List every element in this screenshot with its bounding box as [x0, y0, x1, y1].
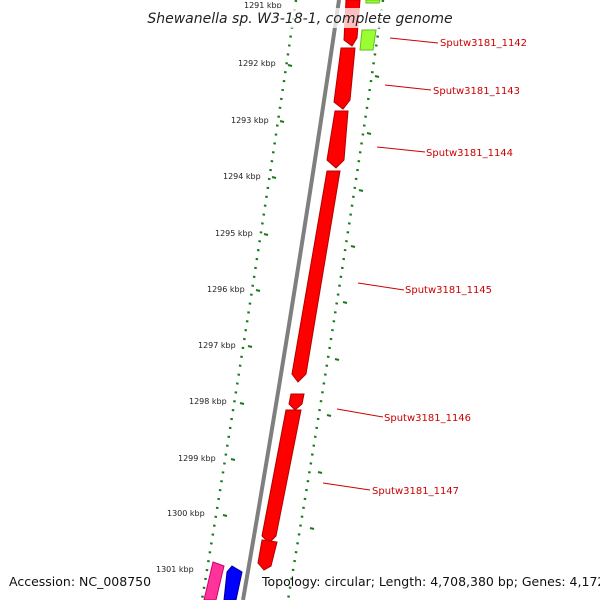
tick-mark: [350, 245, 356, 248]
gene-arrow-1146[interactable]: [288, 393, 305, 411]
tick-mark: [326, 414, 332, 417]
tick-mark: [271, 176, 277, 179]
gene-label[interactable]: Sputw3181_1144: [426, 148, 513, 159]
tick-mark: [230, 458, 236, 461]
tick-label: 1299 kbp: [178, 454, 216, 463]
leader-line: [384, 84, 432, 91]
tick-label: 1293 kbp: [231, 116, 269, 125]
gene-label[interactable]: Sputw3181_1142: [440, 38, 527, 49]
tick-mark: [334, 358, 340, 361]
tick-label: 1298 kbp: [189, 397, 227, 406]
tick-mark: [374, 75, 380, 78]
tick-mark: [279, 120, 285, 123]
tick-mark: [358, 189, 364, 192]
tick-mark: [309, 527, 315, 530]
tick-mark: [222, 514, 228, 517]
gene-label[interactable]: Sputw3181_1145: [405, 285, 492, 296]
gene-arrow-1147[interactable]: [261, 409, 302, 544]
tick-label: 1295 kbp: [215, 229, 253, 238]
gene-arrow-1145[interactable]: [291, 170, 341, 383]
leader-line: [322, 482, 371, 491]
tick-mark: [255, 289, 261, 292]
genome-summary-text: Topology: circular; Length: 4,708,380 bp…: [261, 574, 600, 589]
tick-mark: [263, 233, 269, 236]
tick-mark: [317, 471, 323, 474]
gene-label[interactable]: Sputw3181_1146: [384, 413, 471, 424]
green-feature-top[interactable]: [365, 0, 381, 4]
tick-label: 1297 kbp: [198, 341, 236, 350]
green-feature[interactable]: [359, 29, 377, 51]
gene-label[interactable]: Sputw3181_1147: [372, 486, 459, 497]
gene-arrow-1144[interactable]: [326, 110, 349, 169]
genome-backbone: [241, 0, 341, 600]
leader-line: [376, 146, 426, 153]
gene-features: [257, 0, 361, 571]
gene-labels: Sputw3181_1142 Sputw3181_1143 Sputw3181_…: [372, 38, 527, 497]
gene-label[interactable]: Sputw3181_1143: [433, 86, 520, 97]
tick-label: 1300 kbp: [167, 509, 205, 518]
tick-label: 1294 kbp: [223, 172, 261, 181]
gene-arrow-1143[interactable]: [333, 47, 356, 110]
leader-line: [357, 282, 405, 291]
tick-label: 1291 kbp: [244, 1, 282, 10]
tick-labels: 1291 kbp 1292 kbp 1293 kbp 1294 kbp 1295…: [156, 1, 282, 574]
tick-mark: [366, 132, 372, 135]
map-title: Shewanella sp. W3-18-1, complete genome: [147, 11, 452, 27]
tick-label: 1292 kbp: [238, 59, 276, 68]
outer-tick-marks: [309, 75, 380, 530]
scale-ring-outer: [286, 0, 385, 600]
gene-label-leaders: [322, 37, 439, 491]
tick-mark: [247, 345, 253, 348]
gene-arrow-fragment[interactable]: [257, 539, 278, 571]
scale-ring-inner: [200, 0, 298, 600]
accession-text: Accession: NC_008750: [9, 574, 151, 589]
leader-line: [389, 37, 439, 44]
tick-label: 1301 kbp: [156, 565, 194, 574]
tick-mark: [239, 402, 245, 405]
tick-mark: [287, 64, 293, 67]
magenta-feature[interactable]: [203, 561, 225, 600]
title-backdrop: [144, 8, 456, 28]
tick-mark: [342, 301, 348, 304]
blue-feature[interactable]: [223, 565, 243, 600]
tick-label: 1296 kbp: [207, 285, 245, 294]
leader-line: [336, 408, 384, 418]
